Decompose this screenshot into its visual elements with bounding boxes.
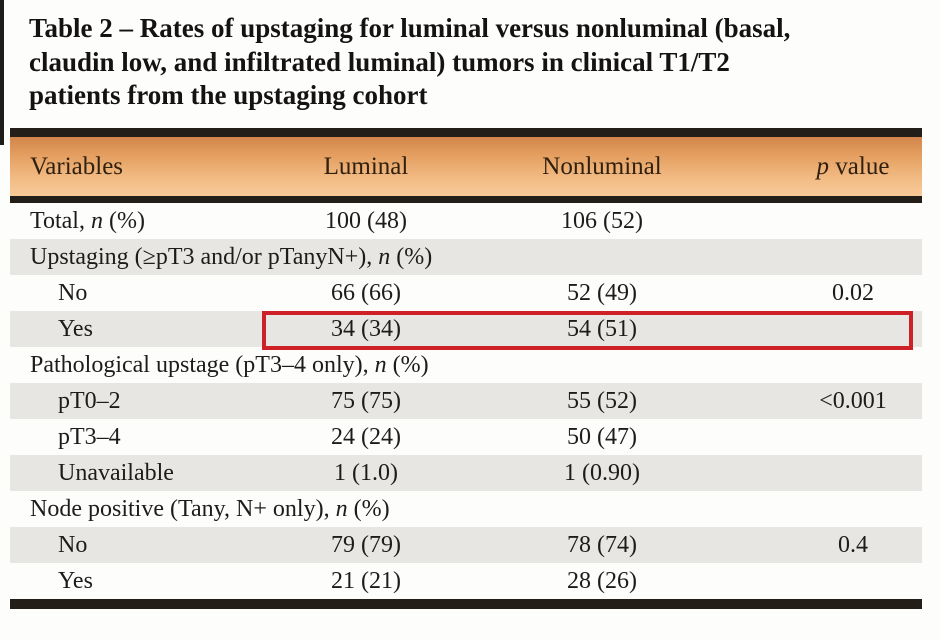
table-row: Yes 21 (21) 28 (26) bbox=[10, 563, 922, 599]
row-label: Unavailable bbox=[58, 459, 174, 486]
table-row: No 79 (79) 78 (74) 0.4 bbox=[10, 527, 922, 563]
table-row: Node positive (Tany, N+ only), n (%) bbox=[10, 491, 922, 527]
cell-nonluminal: 50 (47) bbox=[567, 423, 637, 450]
column-header-p-value: p value bbox=[816, 152, 890, 180]
cell-nonluminal: 106 (52) bbox=[561, 207, 643, 234]
cell-nonluminal: 1 (0.90) bbox=[564, 459, 640, 486]
table-row: No 66 (66) 52 (49) 0.02 bbox=[10, 275, 922, 311]
caption-line-3: patients from the upstaging cohort bbox=[29, 80, 428, 110]
table-top-rule bbox=[10, 128, 922, 137]
cell-p: 0.02 bbox=[832, 279, 874, 306]
row-label: pT3–4 bbox=[58, 423, 121, 450]
cell-p: 0.4 bbox=[838, 531, 868, 558]
row-label: Total, n (%) bbox=[30, 207, 145, 234]
caption-line-2: claudin low, and infiltrated luminal) tu… bbox=[29, 46, 730, 77]
frame-edge-artifact bbox=[0, 0, 4, 145]
column-header-variables: Variables bbox=[30, 152, 124, 180]
table-caption: Table 2 – Rates of upstaging for luminal… bbox=[29, 12, 929, 113]
row-label: pT0–2 bbox=[58, 387, 121, 414]
data-table: Variables Luminal Nonluminal p value Total,… bbox=[10, 128, 922, 609]
cell-luminal: 100 (48) bbox=[325, 207, 407, 234]
cell-luminal: 34 (34) bbox=[331, 315, 401, 342]
table-body: Total, n (%) 100 (48) 106 (52) Upstaging (≥… bbox=[10, 203, 922, 599]
row-label: Pathological upstage (pT3–4 only), n (%) bbox=[30, 351, 429, 378]
cell-luminal: 79 (79) bbox=[331, 531, 401, 558]
cell-nonluminal: 28 (26) bbox=[567, 567, 637, 594]
row-label: Upstaging (≥pT3 and/or pTanyN+), n (%) bbox=[30, 243, 433, 270]
table-row: Unavailable 1 (1.0) 1 (0.90) bbox=[10, 455, 922, 491]
cell-luminal: 24 (24) bbox=[331, 423, 401, 450]
table-row: Yes 34 (34) 54 (51) bbox=[10, 311, 922, 347]
table-row: Pathological upstage (pT3–4 only), n (%) bbox=[10, 347, 922, 383]
table-row: Total, n (%) 100 (48) 106 (52) bbox=[10, 203, 922, 239]
cell-luminal: 1 (1.0) bbox=[334, 459, 398, 486]
table-header-rule bbox=[10, 196, 922, 203]
caption-line-1: Table 2 – Rates of upstaging for luminal… bbox=[29, 13, 791, 43]
column-header-nonluminal: Nonluminal bbox=[542, 152, 662, 180]
cell-luminal: 75 (75) bbox=[331, 387, 401, 414]
cell-nonluminal: 52 (49) bbox=[567, 279, 637, 306]
table-row: Upstaging (≥pT3 and/or pTanyN+), n (%) bbox=[10, 239, 922, 275]
table-row: pT3–4 24 (24) 50 (47) bbox=[10, 419, 922, 455]
row-label: Yes bbox=[58, 567, 93, 594]
cell-luminal: 21 (21) bbox=[331, 567, 401, 594]
table-bottom-rule bbox=[10, 599, 922, 609]
cell-nonluminal: 55 (52) bbox=[567, 387, 637, 414]
cell-nonluminal: 78 (74) bbox=[567, 531, 637, 558]
row-label: Yes bbox=[58, 315, 93, 342]
row-label: No bbox=[58, 279, 88, 306]
column-header-luminal: Luminal bbox=[323, 152, 409, 180]
cell-luminal: 66 (66) bbox=[331, 279, 401, 306]
cell-p: <0.001 bbox=[819, 387, 887, 414]
row-label: Node positive (Tany, N+ only), n (%) bbox=[30, 495, 390, 522]
table-row: pT0–2 75 (75) 55 (52) <0.001 bbox=[10, 383, 922, 419]
row-label: No bbox=[58, 531, 88, 558]
cell-nonluminal: 54 (51) bbox=[567, 315, 637, 342]
table-header-row: Variables Luminal Nonluminal p value bbox=[10, 137, 922, 196]
